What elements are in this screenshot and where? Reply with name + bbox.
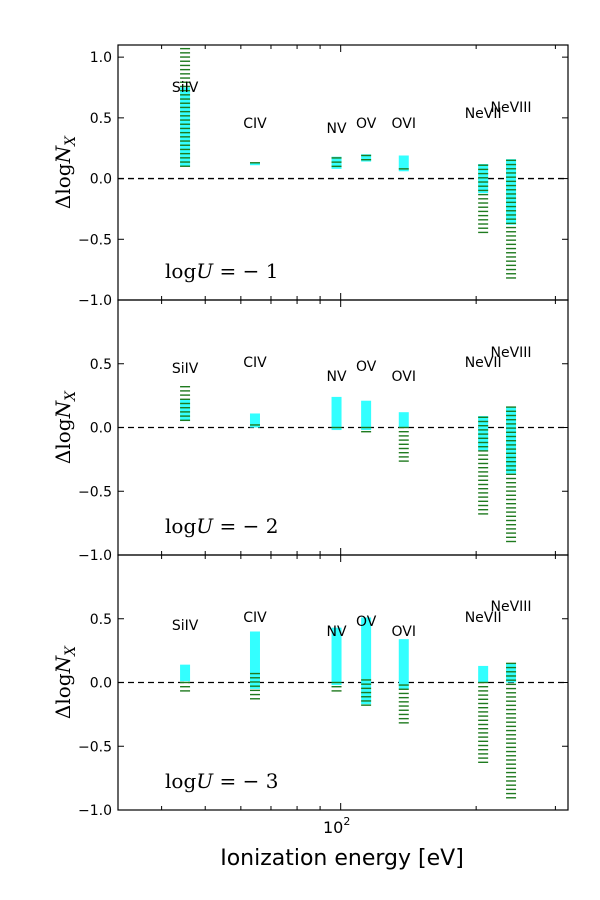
ion-label-siiv: SiIV bbox=[172, 361, 199, 377]
ion-label-ovi: OVI bbox=[392, 116, 416, 132]
y-tick-label: −0.5 bbox=[78, 484, 112, 500]
y-tick-label: 0.0 bbox=[90, 421, 112, 437]
ion-label-ov: OV bbox=[356, 614, 377, 630]
bar-siiv-model-b bbox=[180, 47, 191, 167]
y-tick-label: 0.5 bbox=[90, 111, 112, 127]
y-tick-label: 0.0 bbox=[90, 676, 112, 692]
ion-label-civ: CIV bbox=[243, 610, 267, 626]
panel-label: logU = − 2 bbox=[165, 514, 278, 538]
y-tick-label: 0.0 bbox=[90, 172, 112, 188]
y-tick-label: 0.5 bbox=[90, 357, 112, 373]
bar-ov-model-a bbox=[361, 617, 372, 705]
ion-label-ovi: OVI bbox=[392, 624, 416, 640]
ion-label-nv: NV bbox=[327, 369, 347, 385]
bar-ov-model-b bbox=[361, 154, 372, 161]
x-axis-label: Ionization energy [eV] bbox=[220, 846, 464, 871]
ion-label-civ: CIV bbox=[243, 116, 267, 132]
bar-nevii-model-b bbox=[478, 164, 489, 234]
ion-label-neviii: NeVIII bbox=[491, 100, 532, 116]
bar-nevii-model-a bbox=[478, 665, 489, 683]
bar-siiv-model-b bbox=[180, 386, 191, 421]
ion-label-civ: CIV bbox=[243, 355, 267, 371]
bar-civ-model-a bbox=[249, 413, 260, 428]
y-tick-label: 0.5 bbox=[90, 612, 112, 628]
bar-civ-model-a bbox=[249, 162, 260, 166]
bar-nv-model-b bbox=[331, 681, 342, 692]
y-tick-label: −1.0 bbox=[78, 293, 112, 309]
ion-label-siiv: SiIV bbox=[172, 80, 199, 96]
bar-nv-model-b bbox=[331, 157, 342, 168]
y-axis-label: ΔlogNX bbox=[51, 645, 79, 719]
bar-siiv-model-a bbox=[180, 664, 191, 682]
x-tick-label: 102 bbox=[323, 815, 350, 837]
ion-label-nevii: NeVII bbox=[465, 355, 502, 371]
y-tick-label: −0.5 bbox=[78, 232, 112, 248]
bar-ovi-model-b bbox=[398, 684, 409, 724]
bar-ov-model-a bbox=[361, 400, 372, 431]
bar-nv-model-a bbox=[331, 627, 342, 686]
ion-label-ov: OV bbox=[356, 359, 377, 375]
ion-label-ov: OV bbox=[356, 116, 377, 132]
bar-siiv-model-b bbox=[180, 681, 191, 692]
y-axis-label: ΔlogNX bbox=[51, 390, 79, 464]
ion-label-nevii: NeVII bbox=[465, 106, 502, 122]
bar-ovi-model-a bbox=[398, 155, 409, 172]
bar-civ-model-b bbox=[249, 672, 260, 700]
bar-neviii-model-a bbox=[506, 159, 517, 225]
bar-ov-model-b bbox=[361, 426, 372, 433]
ion-label-nv: NV bbox=[327, 121, 347, 137]
bar-nevii-model-a bbox=[478, 416, 489, 451]
bar-neviii-model-b bbox=[506, 406, 517, 543]
bar-nv-model-a bbox=[331, 396, 342, 431]
bar-nevii-model-b bbox=[478, 681, 489, 763]
panel-label: logU = − 3 bbox=[165, 769, 278, 793]
bar-ovi-model-a bbox=[398, 412, 409, 428]
ion-label-ovi: OVI bbox=[392, 369, 416, 385]
ion-label-nv: NV bbox=[327, 624, 347, 640]
bar-ov-model-a bbox=[361, 154, 372, 162]
bar-siiv-model-a bbox=[180, 399, 191, 422]
panel-1: −1.0 −0.5 0.0 0.5 1.0 SiIV CIV NV OV OVI NeVIINeVI… bbox=[51, 44, 569, 309]
ion-label-siiv: SiIV bbox=[172, 618, 199, 634]
bar-nevii-model-a bbox=[478, 164, 489, 194]
panel-label: logU = − 1 bbox=[165, 259, 278, 283]
panel-frame bbox=[117, 554, 569, 811]
ion-label-neviii: NeVIII bbox=[491, 599, 532, 615]
bar-neviii-model-b bbox=[506, 159, 517, 279]
bar-ov-model-b bbox=[361, 679, 372, 706]
ion-label-neviii: NeVIII bbox=[491, 345, 532, 361]
ion-label-nevii: NeVII bbox=[465, 610, 502, 626]
bar-civ-model-a bbox=[249, 631, 260, 689]
bar-siiv-model-a bbox=[180, 87, 191, 167]
y-tick-label: −1.0 bbox=[78, 548, 112, 564]
y-tick-label: −1.0 bbox=[78, 803, 112, 819]
bar-neviii-model-a bbox=[506, 663, 517, 683]
bar-nevii-model-b bbox=[478, 416, 489, 515]
y-tick-label: 1.0 bbox=[90, 50, 112, 66]
y-tick-label: −0.5 bbox=[78, 739, 112, 755]
bar-ovi-model-b bbox=[398, 426, 409, 462]
bar-ovi-model-a bbox=[398, 639, 409, 689]
y-axis-label: ΔlogNX bbox=[51, 135, 79, 209]
bar-neviii-model-b bbox=[506, 662, 517, 799]
